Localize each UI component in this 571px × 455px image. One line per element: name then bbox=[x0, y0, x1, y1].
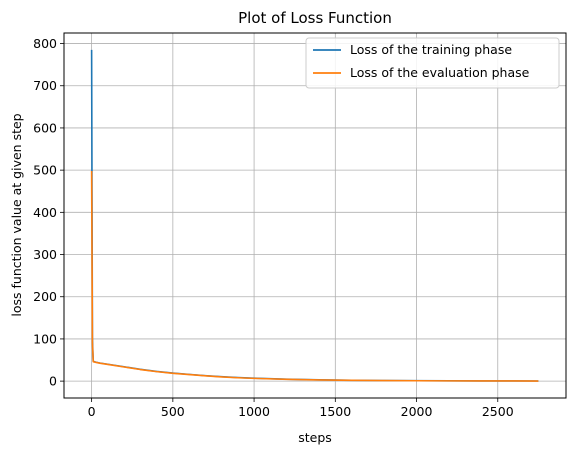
legend-label-training: Loss of the training phase bbox=[350, 42, 512, 57]
y-tick-label: 500 bbox=[33, 163, 57, 178]
x-tick-label: 2000 bbox=[401, 404, 433, 419]
y-tick-label: 0 bbox=[49, 374, 57, 389]
x-tick-label: 0 bbox=[88, 404, 96, 419]
y-tick-label: 300 bbox=[33, 247, 57, 262]
y-tick-label: 100 bbox=[33, 331, 57, 346]
y-tick-label: 700 bbox=[33, 78, 57, 93]
x-tick-label: 2500 bbox=[482, 404, 514, 419]
y-tick-label: 600 bbox=[33, 120, 57, 135]
x-tick-label: 1500 bbox=[319, 404, 351, 419]
y-tick-label: 200 bbox=[33, 289, 57, 304]
chart-title: Plot of Loss Function bbox=[238, 9, 392, 27]
y-tick-label: 400 bbox=[33, 205, 57, 220]
y-axis-label: loss function value at given step bbox=[9, 113, 24, 316]
x-tick-label: 1000 bbox=[238, 404, 270, 419]
legend-label-evaluation: Loss of the evaluation phase bbox=[350, 65, 530, 80]
x-tick-label: 500 bbox=[161, 404, 185, 419]
x-axis-label: steps bbox=[298, 430, 332, 445]
y-tick-label: 800 bbox=[33, 36, 57, 51]
legend: Loss of the training phase Loss of the e… bbox=[306, 38, 559, 88]
